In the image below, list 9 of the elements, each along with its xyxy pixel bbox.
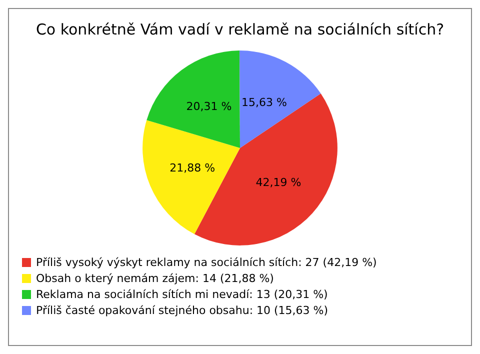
- data-label: 15,63 %: [241, 96, 287, 109]
- legend-label: Příliš vysoký výskyt reklamy na sociálních sítích: 27 (42,19 %): [36, 256, 377, 269]
- legend-label: Reklama na sociálních sítích mi nevadí: 13 (20,31 %): [36, 288, 328, 301]
- data-label: 42,19 %: [256, 176, 302, 190]
- data-label: 21,88 %: [170, 162, 216, 174]
- legend-label: Obsah o který nemám zájem: 14 (21,88 %): [36, 272, 274, 285]
- legend-label: Příliš časté opakování stejného obsahu: 10 (15,63 %): [36, 304, 328, 317]
- chart-title: Co konkrétně Vám vadí v reklamě na sociálních sítích?: [36, 20, 444, 38]
- data-label: 20,31 %: [186, 100, 232, 114]
